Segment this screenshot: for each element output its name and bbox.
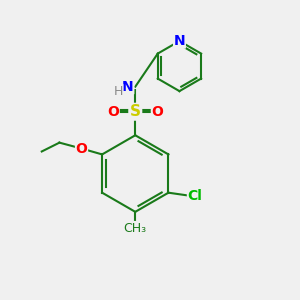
Text: CH₃: CH₃	[124, 221, 147, 235]
Text: N: N	[174, 34, 185, 48]
Text: O: O	[76, 142, 88, 155]
Text: O: O	[152, 105, 163, 119]
Text: S: S	[130, 104, 141, 119]
Text: Cl: Cl	[188, 189, 202, 202]
Text: O: O	[107, 105, 119, 119]
Text: H: H	[113, 85, 123, 98]
Text: N: N	[122, 80, 134, 94]
